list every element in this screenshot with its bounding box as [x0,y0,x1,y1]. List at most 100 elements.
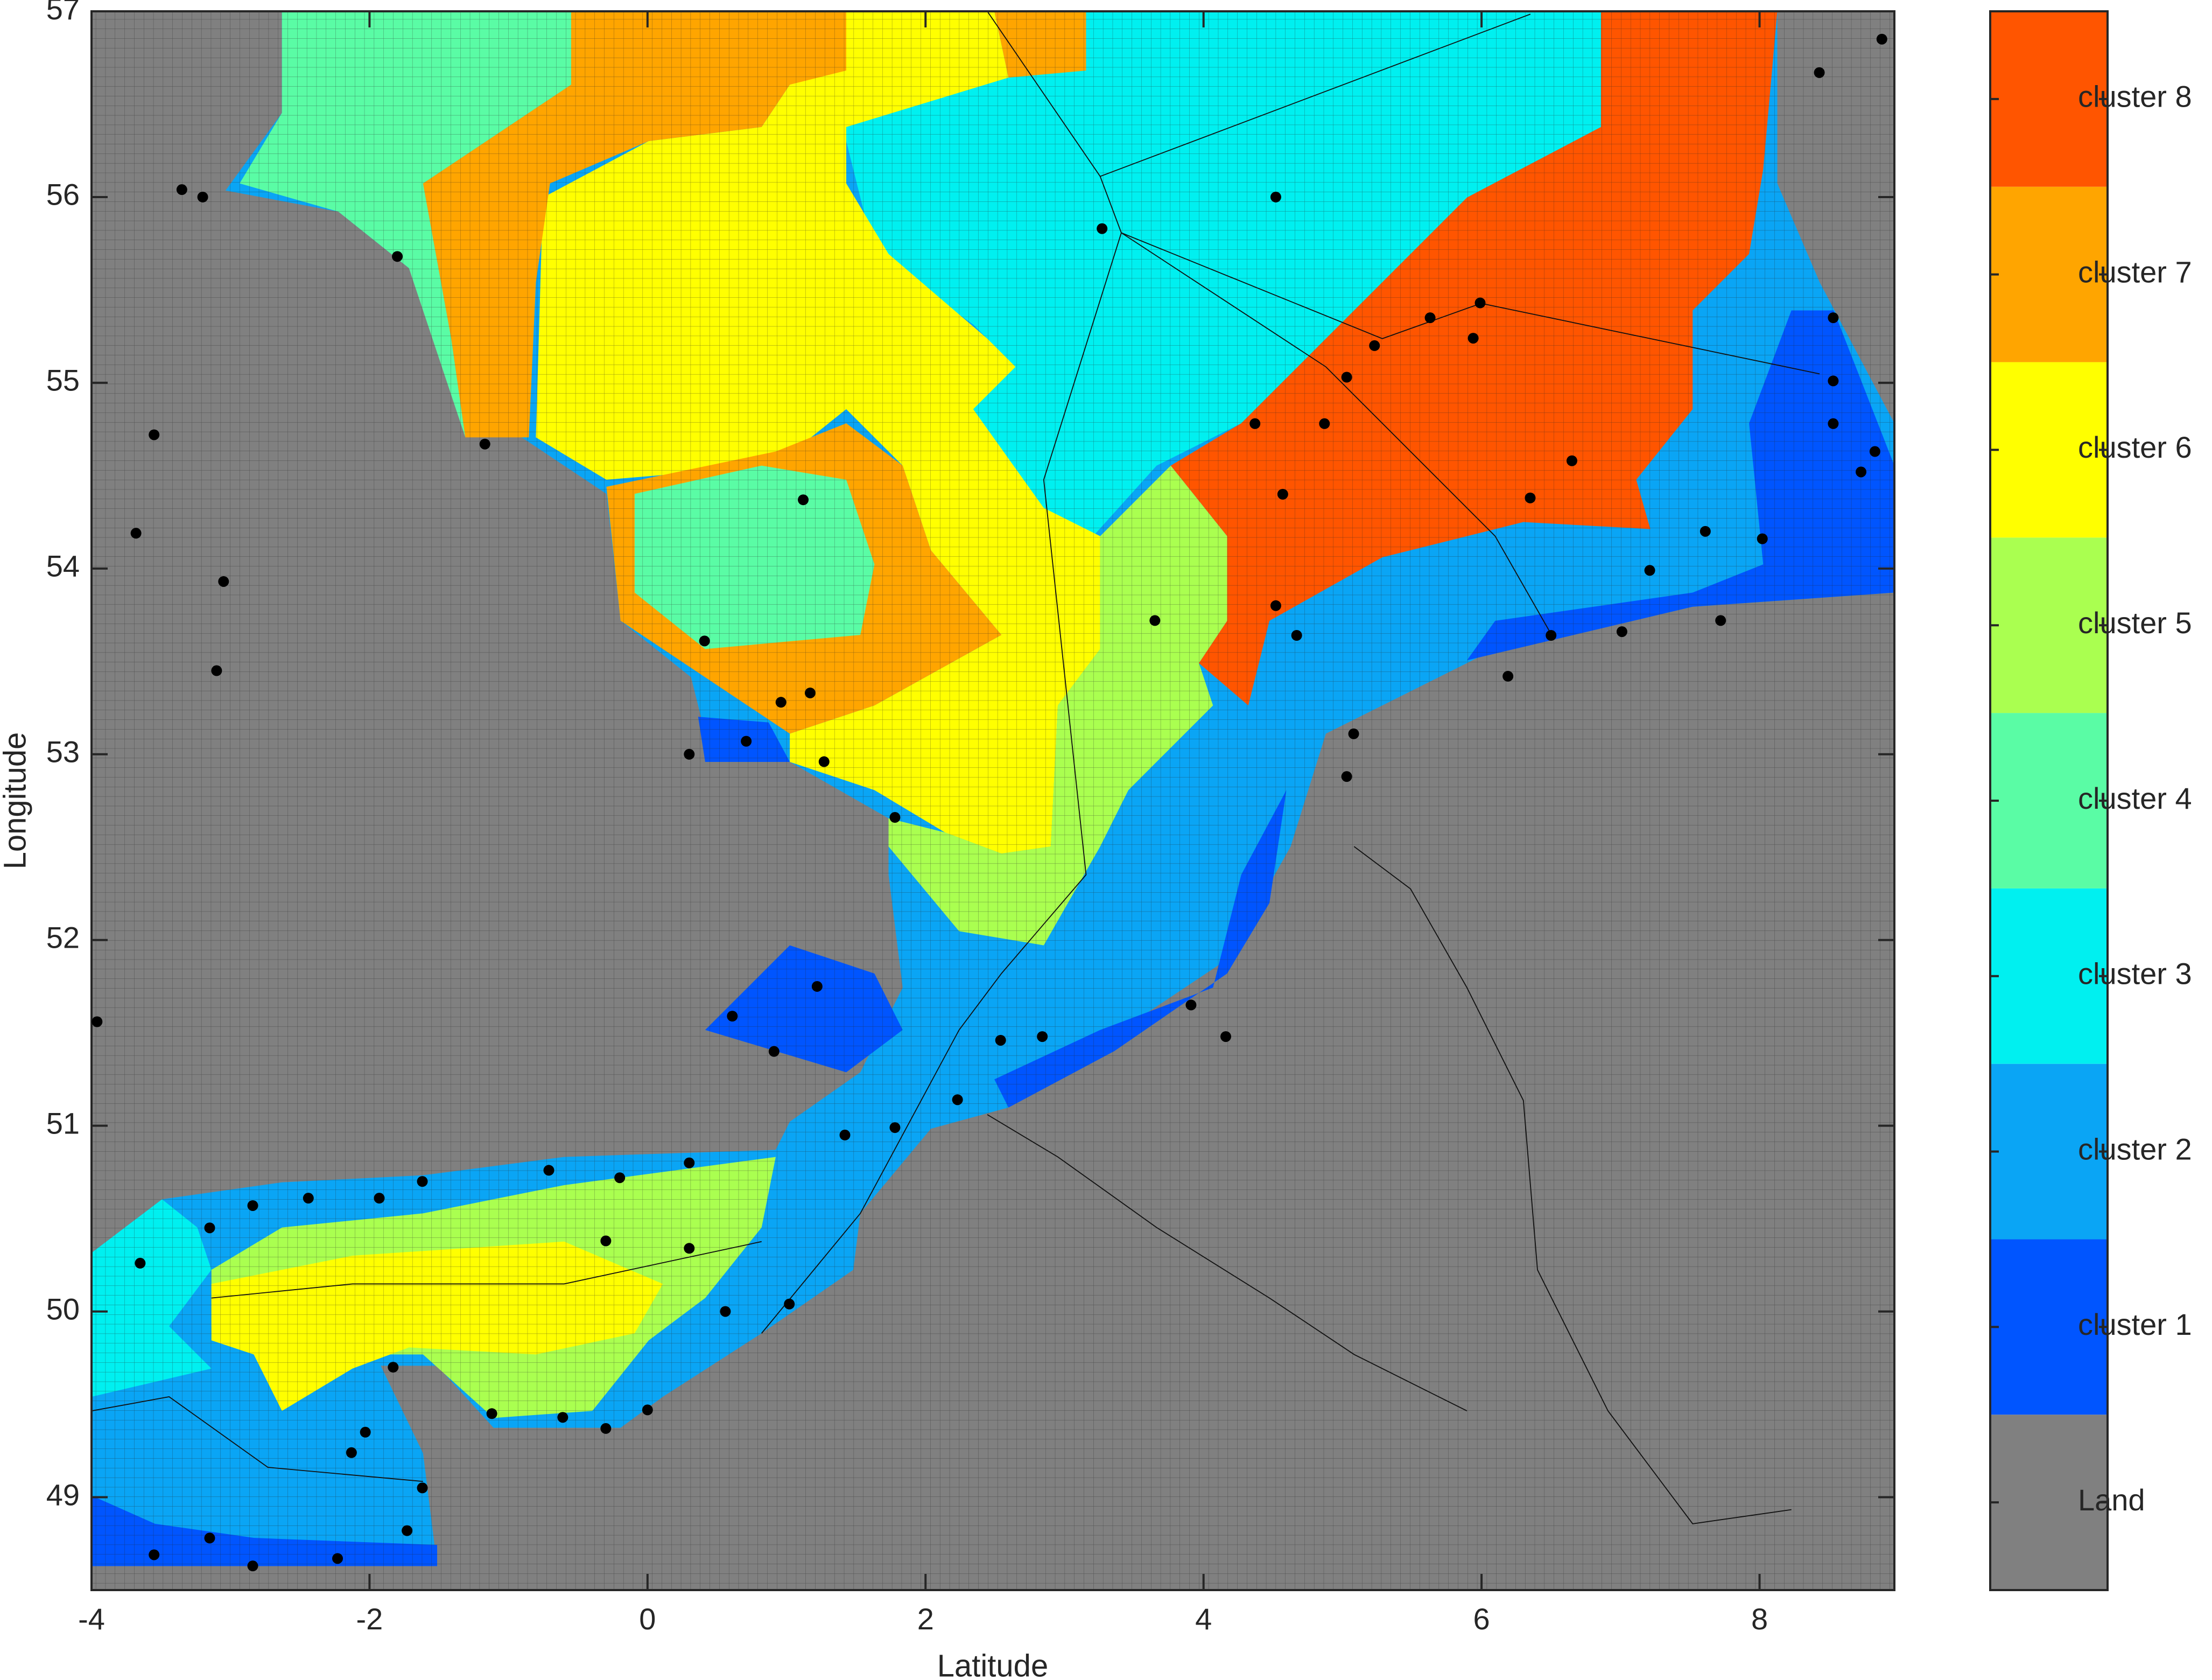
station-point [197,191,208,202]
station-point [798,494,809,506]
station-point [1341,771,1352,782]
colorbar-label: cluster 4 [2078,781,2192,815]
station-point [995,1034,1006,1046]
boundary-line [92,1396,423,1482]
station-point [1220,1031,1232,1042]
x-tick-label: 4 [1195,1602,1212,1636]
station-point [614,1172,626,1184]
colorbar-label: cluster 7 [2078,255,2192,289]
station-point [784,1298,795,1310]
station-point [1828,312,1839,324]
station-point [543,1165,554,1176]
station-point [211,665,222,676]
station-point [642,1404,653,1416]
colorbar-label: cluster 6 [2078,430,2192,464]
station-point [818,756,830,767]
station-point [1828,418,1839,429]
station-point [1828,375,1839,387]
y-tick-label: 51 [46,1106,80,1140]
y-tick-label: 52 [46,921,80,955]
station-point [839,1129,851,1140]
station-point [149,429,160,440]
boundary-line [1353,846,1792,1524]
station-point [1249,418,1261,429]
colorbar-segment [1990,1063,2108,1240]
y-tick-label: 50 [46,1292,80,1326]
station-point [1149,615,1161,626]
x-tick-label: 6 [1473,1602,1490,1636]
station-point [1869,446,1880,457]
y-tick-label: 56 [46,178,80,212]
station-point [1467,333,1479,344]
station-point [417,1176,428,1187]
station-point [1700,526,1711,537]
station-point [388,1362,399,1373]
y-tick-label: 49 [46,1478,80,1511]
station-point [247,1200,258,1211]
station-point [889,812,901,823]
x-tick-label: 0 [639,1602,656,1636]
station-point [374,1193,385,1204]
station-point [130,528,142,539]
station-point [1097,223,1108,234]
station-point [775,697,787,708]
x-tick-label: 2 [917,1602,934,1636]
y-axis-title: Longitude [0,732,32,870]
station-point [1270,191,1281,202]
station-point [1424,312,1436,324]
colorbar-label: Land [2078,1483,2145,1517]
x-tick-label: 8 [1751,1602,1768,1636]
station-point [346,1447,357,1458]
y-tick-label: 55 [46,363,80,397]
boundaries [92,11,1820,1524]
x-tick-label: -4 [78,1602,105,1636]
station-point [699,635,710,647]
station-point [1474,297,1486,309]
station-point [1185,999,1197,1011]
boundary-line [1100,13,1531,177]
station-point [135,1257,146,1269]
station-point [402,1525,413,1536]
station-point [1616,626,1627,638]
station-point [1270,600,1281,611]
colorbar-label: cluster 3 [2078,957,2192,991]
station-point [557,1412,568,1423]
map [92,11,1894,1590]
colorbar-label: cluster 8 [2078,80,2192,114]
y-tick-label: 54 [46,549,80,583]
colorbar-segment [1990,186,2108,362]
station-point [360,1426,371,1438]
colorbar-label: cluster 1 [2078,1307,2192,1341]
colorbar-segment [1990,1415,2108,1590]
station-point [486,1408,497,1419]
station-point [176,184,187,195]
station-point [303,1193,314,1204]
axes: -4 -2 0 2 4 6 8 49 50 51 52 53 54 55 56 57 [46,0,1894,1636]
station-point [1277,488,1288,500]
colorbar-label: cluster 5 [2078,606,2192,640]
boundary-line [987,1114,1467,1412]
station-point [684,1157,695,1168]
station-point [804,687,816,698]
station-point [684,1243,695,1254]
plot-frame [90,10,1895,1591]
y-tick-label: 57 [46,0,80,26]
colorbar-segment [1990,713,2108,888]
y-tick-label: 53 [46,735,80,769]
station-point [149,1549,160,1560]
station-point [204,1222,215,1234]
station-point [600,1235,612,1247]
station-point [417,1482,428,1494]
grid-overlay [92,11,1894,1590]
station-point [1037,1031,1048,1042]
station-point [332,1553,343,1564]
boundary-line [761,11,1122,1334]
station-point [204,1532,215,1544]
station-point [1369,340,1380,351]
station-point [1502,670,1514,682]
boundary-line [1121,232,1553,635]
colorbar-segment [1990,1239,2108,1415]
station-point [811,981,823,992]
